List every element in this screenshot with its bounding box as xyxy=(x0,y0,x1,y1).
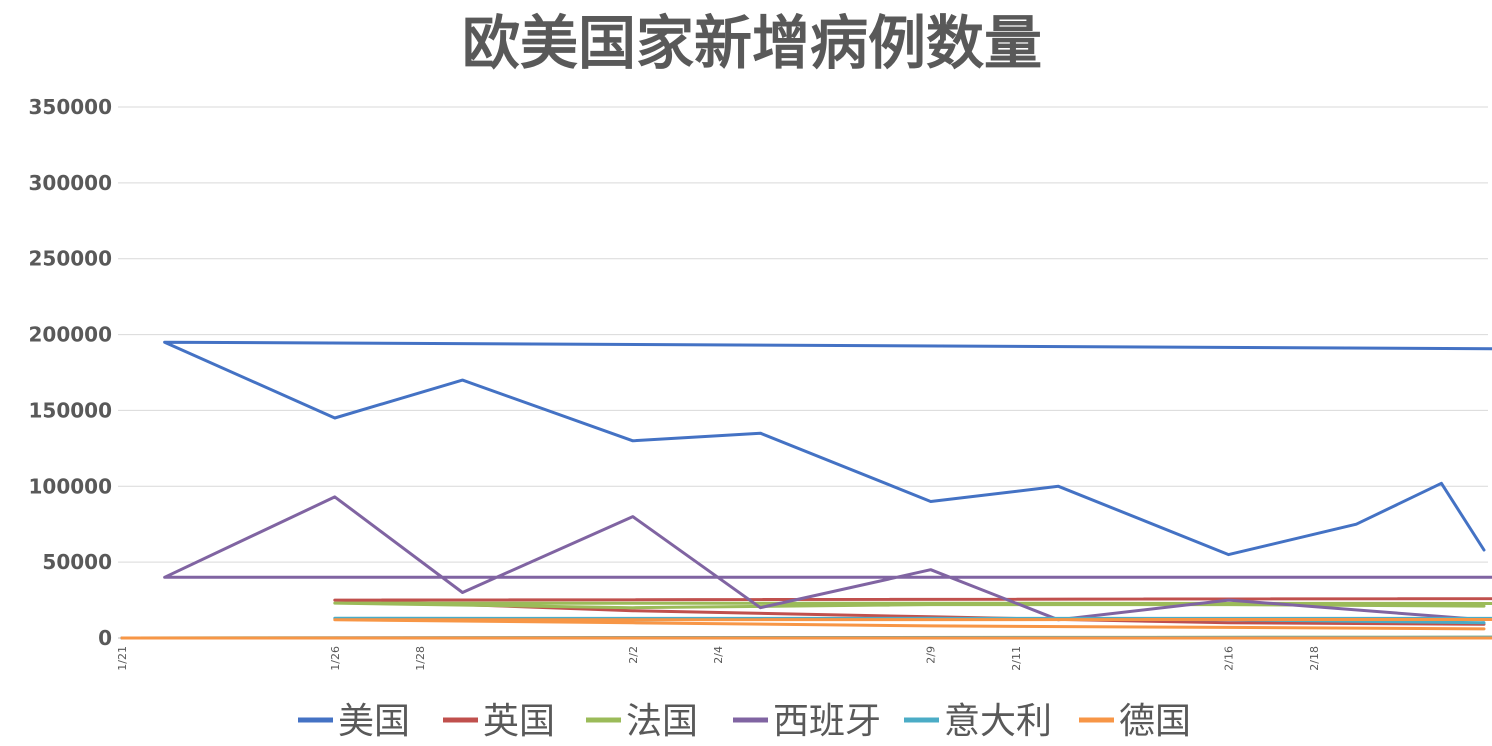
y-tick-label: 250000 xyxy=(29,247,113,271)
y-tick-label: 100000 xyxy=(29,474,113,498)
series-line xyxy=(120,495,1492,640)
legend: 美国 英国 法国 西班牙 意大利 德国 xyxy=(298,701,1191,742)
y-tick-label: 50000 xyxy=(42,550,112,574)
x-axis-ticks: 1/211/282/42/112/182/253/33/103/173/243/… xyxy=(116,646,1321,671)
legend-label: 西班牙 xyxy=(773,701,881,742)
y-axis-ticks: 0 50000 100000 150000 200000 250000 300000 3500… xyxy=(29,95,113,650)
x-tick-label: 1/26 xyxy=(329,646,342,671)
chart-title: 欧美国家新增病例数量 xyxy=(462,9,1042,77)
x-tick-label: 2/4 xyxy=(712,646,725,664)
x-tick-label: 1/28 xyxy=(414,646,427,671)
legend-label: 法国 xyxy=(626,701,698,742)
x-tick-label: 1/21 xyxy=(116,646,129,671)
x-tick-label: 2/16 xyxy=(1223,646,1236,671)
y-tick-label: 300000 xyxy=(29,171,113,195)
x-tick-label: 2/9 xyxy=(925,646,938,664)
y-tick-label: 150000 xyxy=(29,398,113,422)
legend-label: 英国 xyxy=(483,701,555,742)
y-tick-label: 0 xyxy=(98,626,112,650)
series-line xyxy=(120,340,1492,640)
series-lines xyxy=(120,340,1492,640)
y-tick-label: 200000 xyxy=(29,323,113,347)
legend-label: 意大利 xyxy=(944,701,1052,742)
y-tick-label: 350000 xyxy=(29,95,113,119)
x-tick-label: 2/2 xyxy=(627,646,640,664)
series-line xyxy=(120,597,1492,640)
legend-label: 美国 xyxy=(338,701,410,742)
x-tick-label: 2/11 xyxy=(1010,646,1023,671)
grid xyxy=(118,106,1488,639)
x-tick-label: 2/18 xyxy=(1308,646,1321,671)
legend-label: 德国 xyxy=(1119,701,1191,742)
